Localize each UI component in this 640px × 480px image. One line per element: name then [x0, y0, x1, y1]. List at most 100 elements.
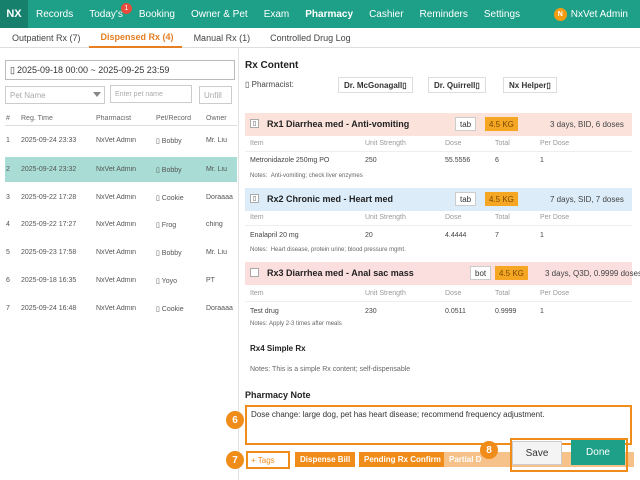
rx-block-header: ▯ Rx2 Chronic med - Heart med tab 4.5 KG…	[245, 188, 632, 211]
row-pet: ▯ Bobby	[156, 166, 182, 174]
pharmacist-icon: ▯	[245, 80, 252, 89]
rx-columns: Item Unit Strength Dose Total Per Dose	[245, 138, 632, 152]
nav-reminders[interactable]: Reminders	[419, 8, 468, 20]
row-pet: ▯ Cookie	[156, 194, 184, 202]
rx-checkbox[interactable]	[250, 268, 259, 277]
rx-dosing: 7 days, SID, 7 doses	[550, 195, 624, 204]
row-pharmacist: NxVet Admin	[96, 137, 137, 144]
row-time: 2025-09-24 23:33	[21, 137, 77, 144]
rx-item-per-dose: 1	[540, 232, 544, 239]
rx-columns: Item Unit Strength Dose Total Per Dose	[245, 288, 632, 302]
step-marker: 8	[480, 441, 498, 459]
nav-booking[interactable]: Booking	[138, 8, 175, 20]
nav-settings[interactable]: Settings	[483, 8, 521, 20]
remove-icon[interactable]: ▯	[475, 80, 480, 90]
user-menu[interactable]: N NxVet Admin	[553, 0, 628, 28]
row-pharmacist: NxVet Admin	[96, 194, 137, 201]
rx-weight-badge: 4.5 KG	[485, 192, 518, 206]
col-item: Item	[250, 290, 264, 297]
remove-icon[interactable]: ▯	[402, 80, 407, 90]
pet-name-search-placeholder: Enter pet name	[115, 90, 163, 98]
col-index: #	[6, 115, 10, 122]
table-row[interactable]: 6 2025-09-18 16:35 NxVet Admin ▯ Yoyo PT	[5, 268, 237, 293]
col-unit-strength: Unit Strength	[365, 290, 406, 297]
row-owner: Doraaaa	[206, 305, 233, 312]
tab-dispensed-rx[interactable]: Dispensed Rx (4)	[88, 28, 182, 48]
row-time: 2025-09-22 17:28	[21, 194, 77, 201]
rx-checkbox[interactable]: ▯	[250, 119, 259, 128]
col-per-dose: Per Dose	[540, 290, 570, 297]
pharmacist-name: Dr. McGonagall	[344, 80, 403, 90]
row-pet: ▯ Bobby	[156, 249, 182, 257]
table-row[interactable]: 7 2025-09-24 16:48 NxVet Admin ▯ Cookie …	[5, 296, 237, 321]
rx-notes-text: Apply 2-3 times after meals	[269, 321, 342, 327]
save-button[interactable]: Save	[512, 441, 562, 465]
pharmacist-chip[interactable]: Dr. McGonagall ▯	[338, 77, 413, 93]
status-filter-select[interactable]: Unfill	[199, 86, 232, 104]
nav-cashier[interactable]: Cashier	[369, 8, 404, 20]
table-row[interactable]: 1 2025-09-24 23:33 NxVet Admin ▯ Bobby M…	[5, 128, 237, 153]
remove-icon[interactable]: ▯	[546, 80, 551, 90]
pharmacy-note-input[interactable]: Dose change: large dog, pet has heart di…	[245, 405, 632, 445]
rx-notes: Notes: Anti-vomiting; check liver enzyme…	[250, 173, 363, 179]
rx-item-name: Metronidazole 250mg PO	[250, 157, 330, 164]
rx-item-per-dose: 1	[540, 157, 544, 164]
row-pharmacist: NxVet Admin	[96, 305, 137, 312]
col-dose: Dose	[445, 140, 462, 147]
nav-pharmacy[interactable]: Pharmacy	[305, 8, 354, 20]
action-highlight-frame	[510, 438, 628, 472]
rx-list-header: # Reg. Time Pharmacist Pet/Record Owner	[5, 112, 237, 126]
tab-manual-rx[interactable]: Manual Rx (1)	[193, 33, 251, 43]
date-range-value: 2025-09-18 00:00 ~ 2025-09-25 23:59	[16, 65, 170, 75]
row-pet: ▯ Bobby	[156, 137, 182, 145]
row-index: 7	[6, 305, 10, 312]
col-per-dose: Per Dose	[540, 140, 570, 147]
paw-icon: ▯	[156, 195, 162, 202]
row-pharmacist: NxVet Admin	[96, 249, 137, 256]
rx-name: Rx3 Diarrhea med - Anal sac mass	[267, 268, 414, 278]
col-total: Total	[495, 214, 510, 221]
nav-todays[interactable]: Today's 1	[81, 0, 132, 28]
pet-name-select[interactable]: Pet Name	[5, 86, 105, 104]
pharmacist-chip[interactable]: Nx Helper ▯	[503, 77, 557, 93]
col-reg-time: Reg. Time	[21, 115, 53, 122]
row-owner: PT	[206, 277, 215, 284]
rx-block-header: Rx3 Diarrhea med - Anal sac mass bot 4.5…	[245, 262, 640, 285]
table-row[interactable]: 4 2025-09-22 17:27 NxVet Admin ▯ Frog ch…	[5, 212, 237, 237]
row-pet-name: Cookie	[161, 195, 184, 202]
rx-checkbox[interactable]: ▯	[250, 194, 259, 203]
table-row[interactable]: 3 2025-09-22 17:28 NxVet Admin ▯ Cookie …	[5, 185, 237, 210]
rx-item-dose: 55.5556	[445, 157, 471, 164]
pharmacist-chip[interactable]: Dr. Quirrell ▯	[428, 77, 486, 93]
tab-outpatient-rx[interactable]: Outpatient Rx (7)	[12, 33, 81, 43]
rx-item-row: Metronidazole 250mg PO 250 55.5556 6 1	[245, 155, 632, 169]
row-index: 3	[6, 194, 10, 201]
rx-name: Rx1 Diarrhea med - Anti-vomiting	[267, 119, 410, 129]
rx-item-strength: 230	[365, 308, 377, 315]
user-avatar: N	[553, 7, 567, 21]
table-row[interactable]: 2 2025-09-24 23:32 NxVet Admin ▯ Bobby M…	[5, 157, 237, 182]
nav-records[interactable]: Records	[36, 8, 74, 20]
row-index: 2	[6, 166, 10, 173]
dispense-bill-button[interactable]: Dispense Bill	[295, 452, 356, 467]
top-nav: NX Records Today's 1 Booking Owner & Pet…	[0, 0, 640, 28]
date-range-picker[interactable]: ▯ 2025-09-18 00:00 ~ 2025-09-25 23:59	[5, 60, 235, 80]
tab-controlled-drug-log[interactable]: Controlled Drug Log	[270, 33, 351, 43]
nav-owner-pet[interactable]: Owner & Pet	[190, 8, 248, 20]
rx-name: Rx2 Chronic med - Heart med	[267, 194, 394, 204]
col-item: Item	[250, 214, 264, 221]
table-row[interactable]: 5 2025-09-23 17:58 NxVet Admin ▯ Bobby M…	[5, 240, 237, 265]
col-item: Item	[250, 140, 264, 147]
col-dose: Dose	[445, 290, 462, 297]
add-tags-button[interactable]: + Tags	[246, 451, 290, 469]
user-name: NxVet Admin	[570, 8, 628, 20]
col-total: Total	[495, 290, 510, 297]
nav-exam[interactable]: Exam	[263, 8, 290, 20]
step-marker: 7	[226, 451, 244, 469]
done-button[interactable]: Done	[571, 440, 625, 465]
pet-name-search-input[interactable]: Enter pet name	[110, 85, 192, 103]
paw-icon: ▯	[156, 278, 162, 285]
row-time: 2025-09-23 17:58	[21, 249, 77, 256]
rx-item-strength: 250	[365, 157, 377, 164]
pending-rx-confirm-button[interactable]: Pending Rx Confirm	[359, 452, 446, 467]
